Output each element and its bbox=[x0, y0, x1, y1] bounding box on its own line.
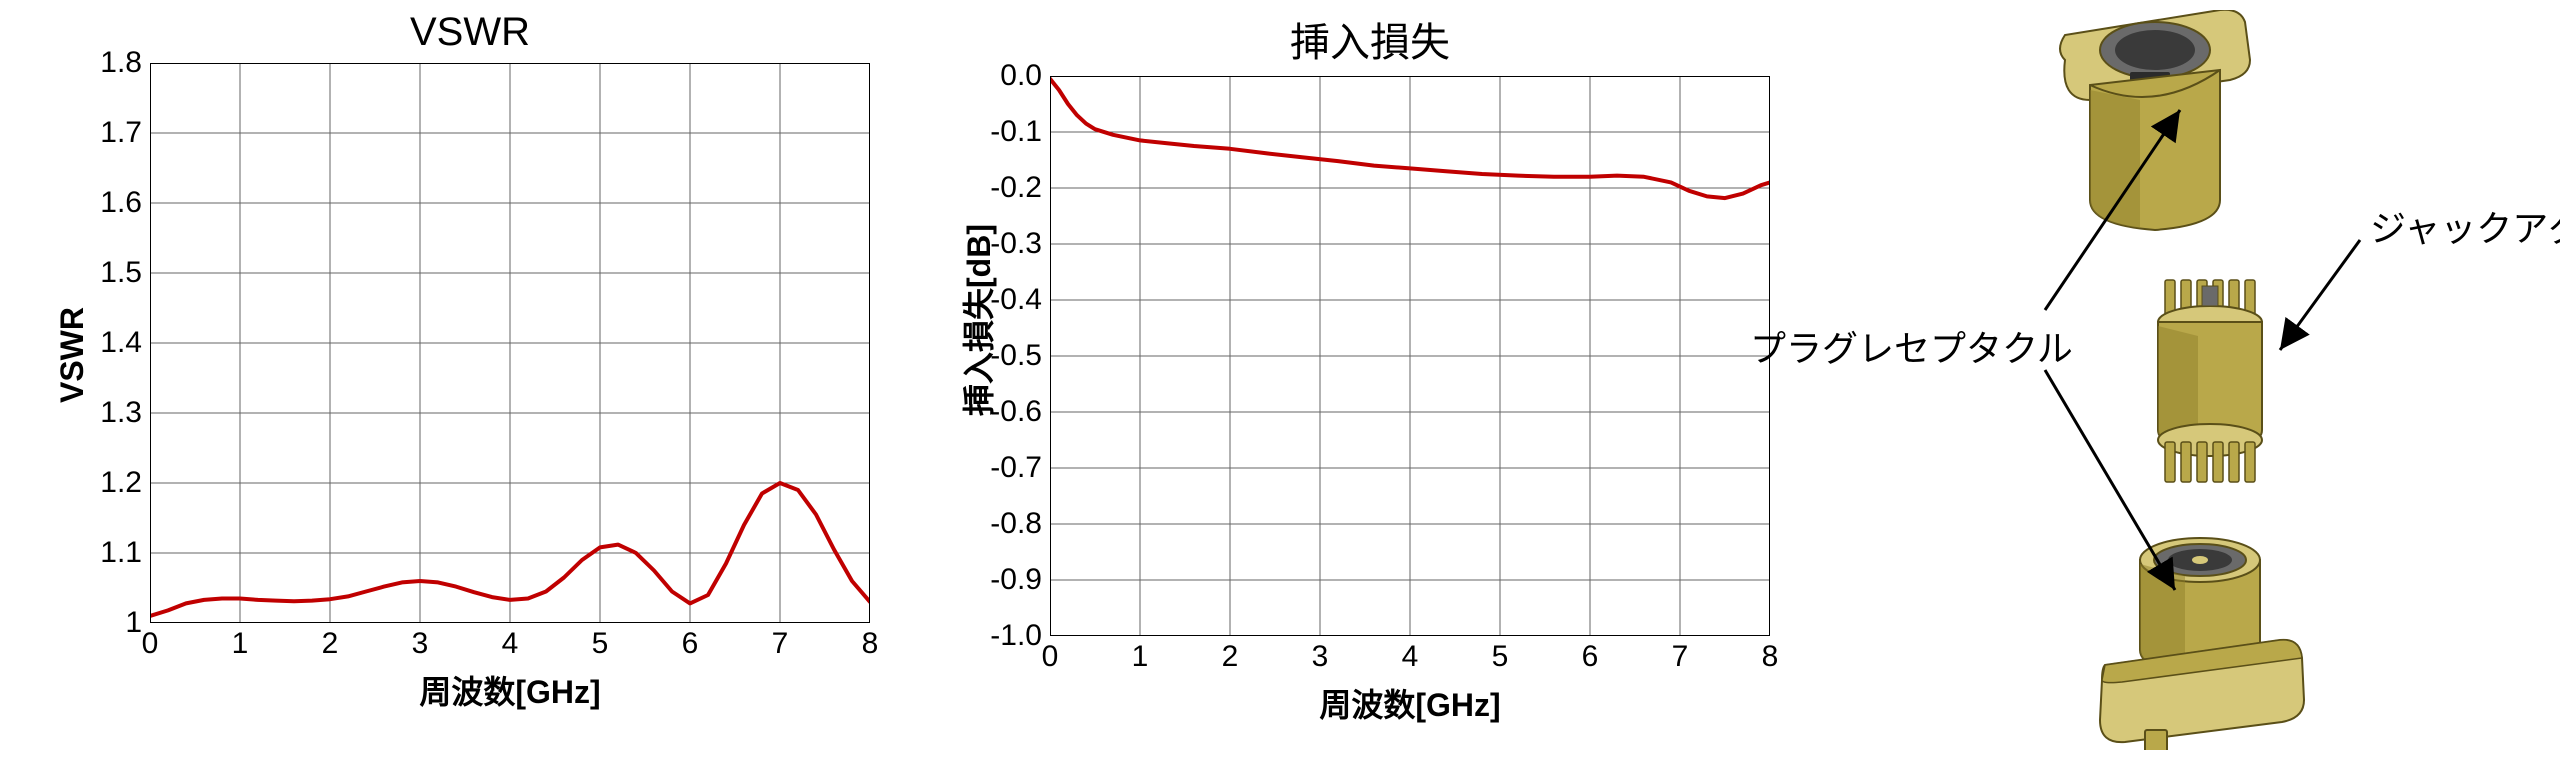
insertion-loss-plot-area: 0.0-0.1-0.2-0.3-0.4-0.5-0.6-0.7-0.8-0.9-… bbox=[1050, 76, 1770, 636]
page-root: VSWR 1.81.71.61.51.41.31.21.11 012345678… bbox=[0, 0, 2560, 768]
vswr-chart-title: VSWR bbox=[30, 10, 910, 55]
insertion-loss-x-axis-label: 周波数[GHz] bbox=[1050, 680, 1770, 726]
plug-receptacle-label: プラグレセプタクル bbox=[1750, 320, 2073, 372]
vswr-plot-area: 1.81.71.61.51.41.31.21.11 012345678 VSWR bbox=[150, 63, 870, 623]
vswr-y-axis-label: VSWR bbox=[54, 307, 91, 403]
insertion-loss-y-axis-label: 挿入損失[dB] bbox=[954, 224, 1000, 416]
vswr-chart: VSWR 1.81.71.61.51.41.31.21.11 012345678… bbox=[30, 10, 910, 713]
connector-diagram: プラグレセプタクル ジャックアダプタ bbox=[1780, 10, 2560, 750]
insertion-loss-chart: 挿入損失 0.0-0.1-0.2-0.3-0.4-0.5-0.6-0.7-0.8… bbox=[930, 10, 1810, 726]
vswr-x-axis-label: 周波数[GHz] bbox=[150, 667, 870, 713]
insertion-loss-chart-title: 挿入損失 bbox=[930, 10, 1810, 68]
jack-adapter-label: ジャックアダプタ bbox=[2370, 200, 2560, 252]
